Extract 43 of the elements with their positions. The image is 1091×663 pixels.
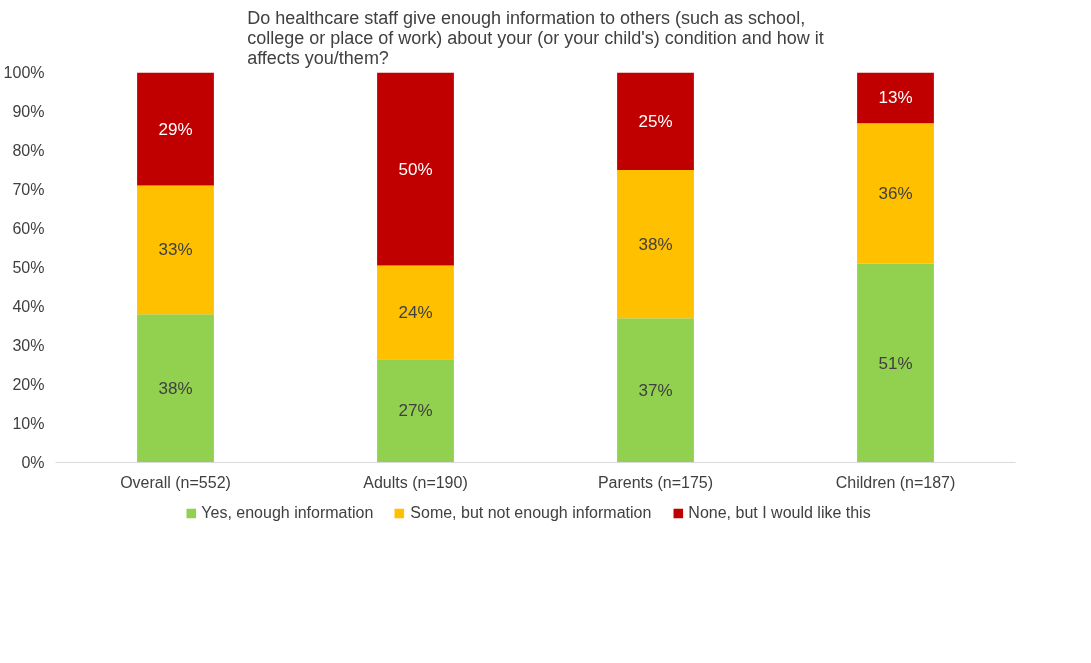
bar [137,185,214,315]
data-label: 38% [638,234,673,254]
data-label: 37% [638,380,673,400]
bar [137,72,214,186]
x-tick-label: Children (n=187) [835,473,956,491]
data-label: 24% [398,302,433,322]
bar [857,72,934,124]
y-tick-label: 30% [12,337,45,354]
data-label: 29% [158,119,193,139]
data-label: 38% [158,378,193,398]
bar [377,359,454,463]
data-label: 36% [878,183,913,203]
bar [857,123,934,264]
bar [617,318,694,463]
legend-label: None, but I would like this [688,504,871,522]
y-tick-label: 90% [12,103,45,120]
y-tick-label: 100% [3,64,45,81]
y-tick-label: 20% [12,376,45,393]
legend-label: Yes, enough information [201,504,374,522]
y-tick-label: 60% [12,220,45,237]
y-tick-label: 70% [12,181,45,198]
bar [617,170,694,319]
y-tick-label: 10% [12,415,45,432]
data-label: 13% [878,88,913,108]
y-tick-label: 40% [12,298,45,315]
bar [377,265,454,360]
data-label: 33% [158,240,193,260]
y-tick-label: 0% [21,454,45,471]
data-label: 27% [398,401,433,421]
x-tick-label: Adults (n=190) [363,473,468,491]
legend-label: Some, but not enough information [410,504,652,522]
x-tick-label: Parents (n=175) [597,473,714,491]
x-tick-label: Overall (n=552) [120,473,231,491]
bar [377,72,454,266]
bar [857,263,934,463]
data-label: 51% [878,353,913,373]
y-tick-label: 50% [12,259,45,276]
bar [617,72,694,170]
data-label: 25% [638,111,673,131]
chart-title: Do healthcare staff give enough information to others (such as school, college or place of work) about your (or your child's) condition and how it affects you/them? [247,7,824,68]
y-tick-label: 80% [12,142,45,159]
data-label: 50% [398,159,433,179]
bar [137,314,214,463]
